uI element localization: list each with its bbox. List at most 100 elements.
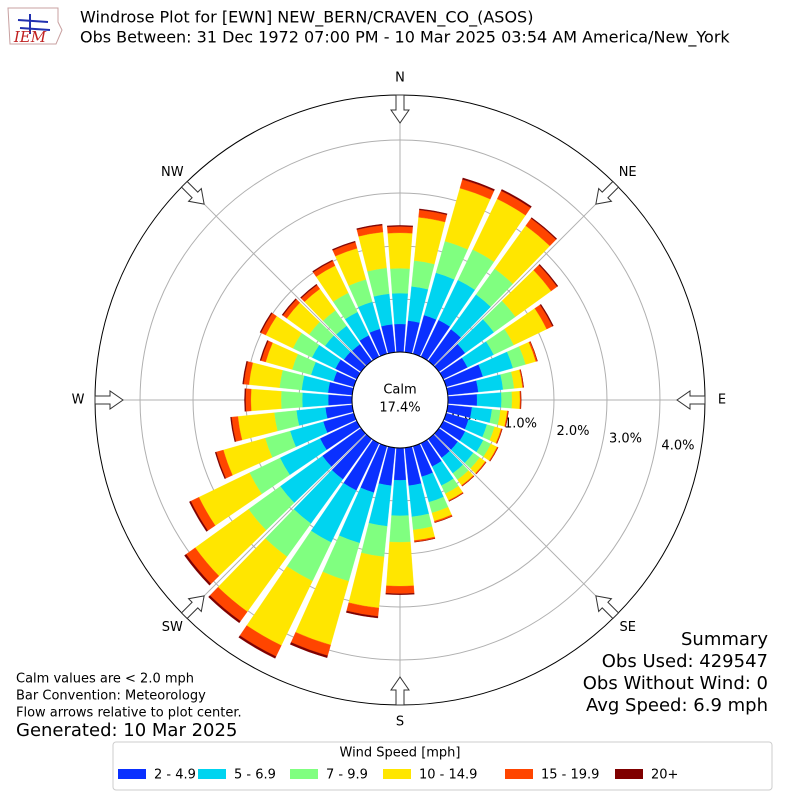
wind-bar	[302, 392, 329, 408]
compass-label: E	[718, 393, 726, 408]
legend-label: 10 - 14.9	[419, 768, 477, 783]
wind-bar	[238, 635, 277, 659]
arrow-shape	[180, 595, 205, 620]
legend-label: 5 - 6.9	[234, 768, 276, 783]
wind-bar	[242, 361, 248, 385]
note: Calm values are < 2.0 mph	[16, 672, 194, 687]
legend-swatch	[118, 769, 146, 779]
compass-label: SE	[619, 620, 635, 635]
wind-bar	[259, 340, 269, 361]
wind-bar	[312, 259, 333, 273]
wind-bar	[501, 391, 513, 409]
wind-bar	[539, 304, 554, 327]
legend-swatch	[383, 769, 411, 779]
spoke	[183, 183, 367, 367]
wind-bar	[274, 410, 300, 432]
wind-bar	[289, 642, 328, 658]
summary-line: Avg Speed: 6.9 mph	[586, 695, 768, 716]
wind-bar	[367, 267, 390, 297]
wind-bar	[356, 223, 383, 230]
r-tick-label: 3.0%	[609, 431, 642, 446]
flow-arrow	[180, 180, 205, 205]
chart-subtitle: Obs Between: 31 Dec 1972 07:00 PM - 10 M…	[80, 28, 730, 48]
arrow-shape	[390, 676, 410, 706]
flow-arrow	[676, 390, 706, 410]
wind-bar	[511, 391, 521, 409]
wind-bar	[259, 312, 273, 333]
wind-bar	[189, 500, 208, 532]
wind-bar	[390, 268, 410, 294]
compass-label: N	[395, 71, 405, 86]
flow-arrow	[595, 180, 620, 205]
wind-bar	[496, 428, 503, 444]
wind-bar	[385, 593, 415, 595]
legend-title: Wind Speed [mph]	[340, 746, 461, 761]
wind-bar	[214, 451, 226, 479]
wind-bar	[386, 541, 414, 587]
wind-bar	[280, 391, 303, 409]
legend-swatch	[198, 769, 226, 779]
wind-bar	[500, 189, 532, 208]
calm-label: Calm	[383, 383, 416, 398]
wind-bar	[208, 595, 241, 624]
grid-ring	[139, 139, 661, 661]
summary-line: Obs Used: 429547	[602, 651, 768, 672]
wind-bar	[447, 394, 478, 406]
wind-bar	[346, 610, 379, 619]
arrow-shape	[595, 595, 620, 620]
spoke	[433, 183, 617, 367]
wind-bar	[419, 208, 448, 215]
legend-label: 15 - 19.9	[541, 768, 599, 783]
note: Bar Convention: Meteorology	[16, 689, 206, 704]
spoke	[183, 433, 367, 617]
flow-arrow	[595, 595, 620, 620]
arrow-shape	[390, 94, 410, 124]
wind-bar	[489, 447, 499, 462]
wind-bar	[358, 231, 387, 272]
wind-bar	[230, 416, 237, 442]
wind-bar	[387, 226, 413, 234]
wind-bar	[389, 515, 411, 543]
compass-label: SW	[162, 620, 183, 635]
wind-bar	[448, 493, 464, 502]
chart-title: Windrose Plot for [EWN] NEW_BERN/CRAVEN_…	[80, 8, 533, 28]
wind-bar	[530, 217, 558, 240]
wind-bar	[393, 447, 407, 481]
legend-swatch	[615, 769, 643, 779]
generated: Generated: 10 Mar 2025	[16, 720, 237, 741]
arrow-shape	[595, 180, 620, 205]
wind-bar	[237, 412, 278, 441]
wind-bar	[520, 369, 524, 388]
grid-ring	[192, 192, 608, 608]
wind-bar	[281, 298, 297, 316]
flow-arrow	[390, 676, 410, 706]
legend-swatch	[505, 769, 533, 779]
flow-arrow	[390, 94, 410, 124]
compass-label: NW	[161, 165, 184, 180]
logo: IEM	[7, 7, 63, 46]
wind-bar	[538, 263, 559, 287]
calm-circle	[351, 351, 449, 449]
legend-label: 7 - 9.9	[326, 768, 368, 783]
wind-bar	[300, 283, 318, 299]
wind-bar	[434, 516, 453, 523]
r-tick-label: 4.0%	[661, 439, 694, 454]
flow-arrow	[94, 390, 124, 410]
legend-box	[112, 741, 773, 791]
wind-bar	[248, 362, 283, 388]
arrow-shape	[180, 180, 205, 205]
wind-bar	[411, 260, 435, 290]
arrow-shape	[676, 390, 706, 410]
legend-label: 2 - 4.9	[154, 768, 196, 783]
flow-arrow	[180, 595, 205, 620]
wind-bar	[244, 388, 247, 412]
legend-swatch	[290, 769, 318, 779]
wind-bar	[385, 585, 415, 594]
note: Flow arrows relative to plot center.	[16, 706, 242, 721]
wind-bar	[387, 232, 413, 269]
compass-label: S	[396, 715, 404, 730]
logo-text: IEM	[13, 28, 47, 46]
wind-bar	[530, 341, 538, 362]
arrow-shape	[94, 390, 124, 410]
